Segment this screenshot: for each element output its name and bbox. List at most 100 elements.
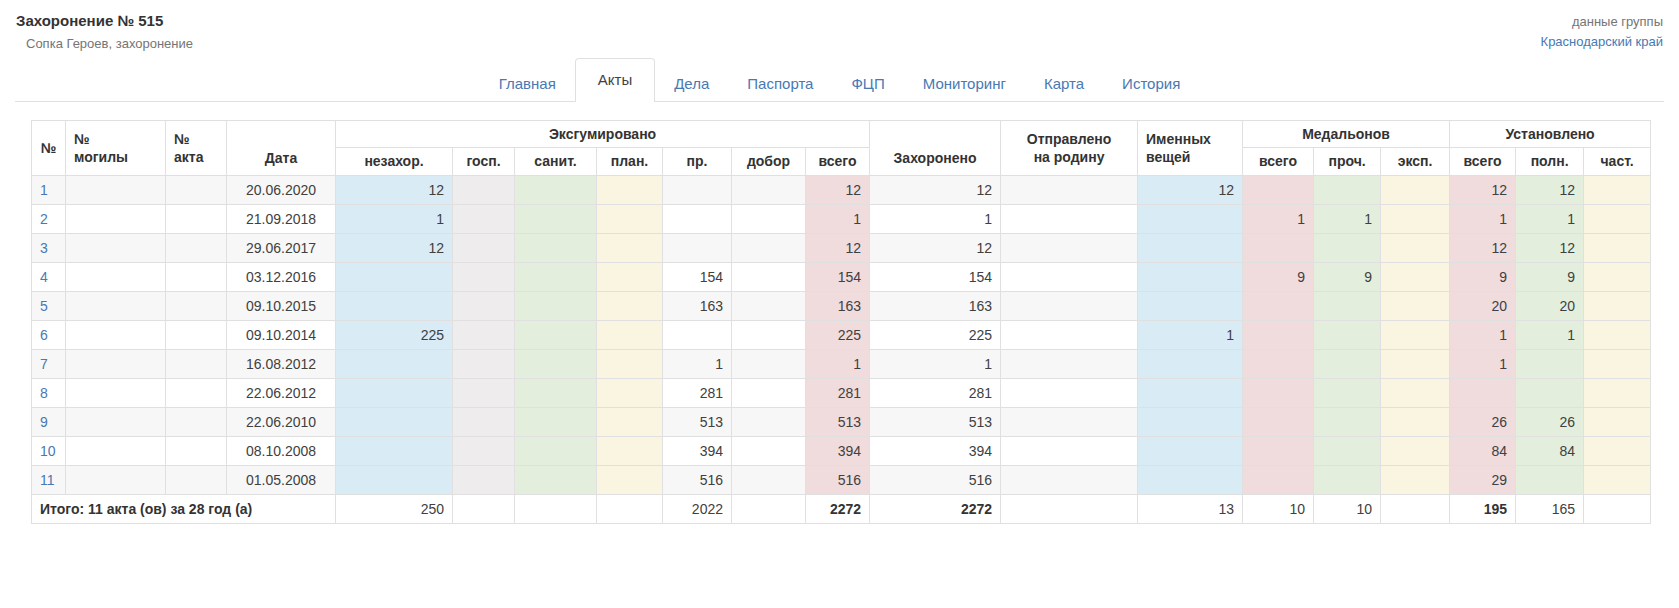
tab-fcp[interactable]: ФЦП bbox=[832, 66, 903, 101]
tab-monitoring[interactable]: Мониторинг bbox=[904, 66, 1025, 101]
cell-ust_vsego: 1 bbox=[1450, 349, 1516, 378]
cell-items bbox=[1138, 291, 1243, 320]
tab-pasporta[interactable]: Паспорта bbox=[728, 66, 832, 101]
cell-items bbox=[1138, 233, 1243, 262]
cell-sanit bbox=[515, 349, 597, 378]
cell-med_proch bbox=[1314, 378, 1381, 407]
tab-karta[interactable]: Карта bbox=[1025, 66, 1103, 101]
group-region-link[interactable]: Краснодарский край bbox=[1541, 32, 1663, 52]
cell-vsego: 12 bbox=[806, 175, 870, 204]
cell-act_no bbox=[166, 175, 227, 204]
cell-date: 16.08.2012 bbox=[227, 349, 336, 378]
cell-med_eksp bbox=[1381, 320, 1450, 349]
cell-act_no bbox=[166, 378, 227, 407]
cell-sent bbox=[1001, 204, 1138, 233]
cell-gosp bbox=[453, 262, 515, 291]
col-header-gosp: госп. bbox=[453, 148, 515, 175]
cell-vsego: 1 bbox=[806, 204, 870, 233]
cell-date: 22.06.2012 bbox=[227, 378, 336, 407]
tab-dela[interactable]: Дела bbox=[655, 66, 728, 101]
cell-nezahor bbox=[336, 436, 453, 465]
cell-nezahor bbox=[336, 407, 453, 436]
cell-sanit bbox=[515, 204, 597, 233]
cell-ust_poln: 20 bbox=[1516, 291, 1584, 320]
cell-gosp bbox=[453, 233, 515, 262]
row-number-link[interactable]: 1 bbox=[40, 182, 48, 198]
cell-gosp bbox=[453, 204, 515, 233]
row-number-link[interactable]: 5 bbox=[40, 298, 48, 314]
cell-med_vsego: 9 bbox=[1243, 262, 1314, 291]
row-number-link[interactable]: 7 bbox=[40, 356, 48, 372]
cell-med_eksp bbox=[1381, 291, 1450, 320]
total-dobor bbox=[732, 494, 806, 523]
row-number-link[interactable]: 10 bbox=[40, 443, 56, 459]
row-number-link[interactable]: 3 bbox=[40, 240, 48, 256]
cell-plan bbox=[597, 436, 663, 465]
page-subtitle: Сопка Героев, захоронение bbox=[26, 36, 193, 51]
cell-med_vsego bbox=[1243, 436, 1314, 465]
cell-dobor bbox=[732, 262, 806, 291]
row-number-link[interactable]: 6 bbox=[40, 327, 48, 343]
cell-ust_chast bbox=[1584, 378, 1651, 407]
cell-vsego: 1 bbox=[806, 349, 870, 378]
cell-sent bbox=[1001, 291, 1138, 320]
cell-plan bbox=[597, 204, 663, 233]
cell-vsego: 225 bbox=[806, 320, 870, 349]
cell-sanit bbox=[515, 407, 597, 436]
cell-grave_no bbox=[66, 407, 166, 436]
cell-pr bbox=[663, 320, 732, 349]
tab-akty[interactable]: Акты bbox=[575, 58, 655, 102]
row-number-link[interactable]: 2 bbox=[40, 211, 48, 227]
cell-sent bbox=[1001, 378, 1138, 407]
tab-glavnaya[interactable]: Главная bbox=[480, 66, 575, 101]
cell-pr: 516 bbox=[663, 465, 732, 494]
cell-vsego: 513 bbox=[806, 407, 870, 436]
table-row: 1101.05.200851651651629 bbox=[32, 465, 1651, 494]
cell-no: 4 bbox=[32, 262, 66, 291]
cell-med_vsego bbox=[1243, 291, 1314, 320]
cell-nezahor bbox=[336, 349, 453, 378]
col-group-medallions: Медальонов bbox=[1243, 121, 1450, 148]
table-row: 922.06.20105135135132626 bbox=[32, 407, 1651, 436]
cell-no: 1 bbox=[32, 175, 66, 204]
cell-ust_vsego: 29 bbox=[1450, 465, 1516, 494]
cell-act_no bbox=[166, 233, 227, 262]
title-block: Захоронение № 515 Сопка Героев, захороне… bbox=[16, 12, 193, 52]
row-number-link[interactable]: 9 bbox=[40, 414, 48, 430]
cell-ust_vsego: 12 bbox=[1450, 175, 1516, 204]
cell-med_eksp bbox=[1381, 175, 1450, 204]
cell-plan bbox=[597, 378, 663, 407]
cell-grave_no bbox=[66, 349, 166, 378]
cell-dobor bbox=[732, 465, 806, 494]
cell-act_no bbox=[166, 291, 227, 320]
col-header-ust-total: всего bbox=[1450, 148, 1516, 175]
cell-no: 10 bbox=[32, 436, 66, 465]
tab-istoriya[interactable]: История bbox=[1103, 66, 1199, 101]
cell-nezahor bbox=[336, 262, 453, 291]
cell-sent bbox=[1001, 262, 1138, 291]
cell-no: 9 bbox=[32, 407, 66, 436]
cell-plan bbox=[597, 407, 663, 436]
totals-row: Итого: 11 акта (ов) за 28 год (а)2502022… bbox=[32, 494, 1651, 523]
cell-sanit bbox=[515, 262, 597, 291]
col-header-pr: пр. bbox=[663, 148, 732, 175]
col-header-date: Дата bbox=[227, 121, 336, 175]
cell-med_eksp bbox=[1381, 349, 1450, 378]
cell-gosp bbox=[453, 349, 515, 378]
cell-gosp bbox=[453, 465, 515, 494]
row-number-link[interactable]: 8 bbox=[40, 385, 48, 401]
row-number-link[interactable]: 11 bbox=[40, 472, 55, 488]
cell-sent bbox=[1001, 436, 1138, 465]
cell-nezahor: 225 bbox=[336, 320, 453, 349]
cell-date: 08.10.2008 bbox=[227, 436, 336, 465]
total-med_vsego: 10 bbox=[1243, 494, 1314, 523]
cell-plan bbox=[597, 465, 663, 494]
row-number-link[interactable]: 4 bbox=[40, 269, 48, 285]
cell-plan bbox=[597, 320, 663, 349]
cell-med_proch bbox=[1314, 349, 1381, 378]
cell-med_eksp bbox=[1381, 233, 1450, 262]
cell-date: 20.06.2020 bbox=[227, 175, 336, 204]
total-nezahor: 250 bbox=[336, 494, 453, 523]
cell-grave_no bbox=[66, 204, 166, 233]
cell-buried: 1 bbox=[870, 349, 1001, 378]
